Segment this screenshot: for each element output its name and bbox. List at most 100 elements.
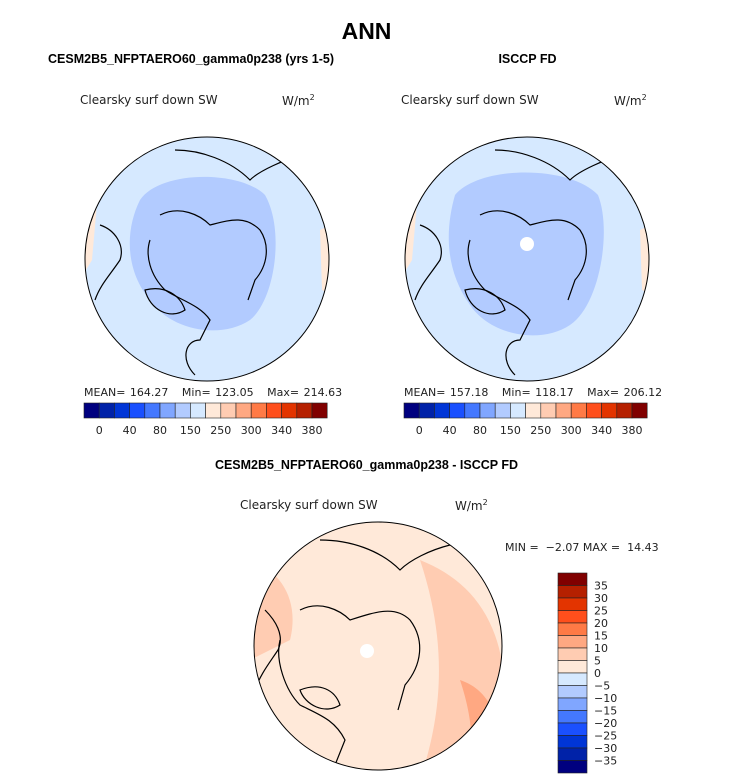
colorbar-tick-label: 0 [594,667,601,680]
colorbar-box [403,402,420,419]
colorbar-box [114,402,130,419]
colorbar-obs: 0 40 80 150 250 300 340 380 [403,402,648,437]
panel-1-title: CESM2B5_NFPTAERO60_gamma0p238 (yrs 1-5) [48,52,334,66]
colorbar-box [494,402,511,419]
colorbar-tick-label: 40 [443,424,457,437]
colorbar-box [418,402,435,419]
units-text: W/m [455,499,483,513]
colorbar-box [557,610,588,624]
colorbar-box [98,402,115,419]
colorbar-tick-label: −25 [594,730,617,743]
panel-2-title: ISCCP FD [498,52,557,66]
min-value: 118.17 [535,386,574,399]
colorbar-box [190,402,206,419]
colorbar-tick-label: 0 [416,424,423,437]
colorbar-tick-label: 80 [153,424,167,437]
map-border [84,136,330,382]
colorbar-box [557,760,588,774]
colorbar-box [557,622,588,636]
colorbar-tick-label: 380 [622,424,643,437]
diff-variable: Clearsky surf down SW [240,498,378,512]
colorbar-box [557,660,588,674]
colorbar-tick-label: −10 [594,692,617,705]
colorbar-box [586,402,602,419]
polar-map-model [85,137,329,381]
polar-map-obs [405,137,649,381]
colorbar-box [557,635,588,649]
colorbar-tick-label: 15 [594,630,608,643]
colorbar-tick-label: 340 [271,424,292,437]
colorbar-tick-label: 25 [594,605,608,618]
colorbar-box [235,402,252,419]
colorbar-box [557,747,588,761]
colorbar-tick-label: 5 [594,655,601,668]
panel-2-stats: MEAN= 157.18 Min= 118.17 Max= 206.12 [404,386,662,399]
min-value: 123.05 [215,386,254,399]
colorbar-box [266,402,282,419]
colorbar-box [557,735,588,749]
mean-label: MEAN= [404,386,446,399]
mean-value: 164.27 [129,386,169,399]
mean-label: MEAN= [84,386,126,399]
panel-1-stats: MEAN= 164.27 Min= 123.05 Max= 214.63 [84,386,342,399]
colorbar-box [557,722,588,736]
colorbar-tick-label: 380 [302,424,323,437]
colorbar-box [540,402,557,419]
colorbar-box [83,402,100,419]
colorbar-tick-label: 0 [96,424,103,437]
panel-1-units: W/m2 [282,93,315,108]
units-exp: 2 [482,498,488,507]
colorbar-box [129,402,146,419]
colorbar-box [510,402,526,419]
max-value: 206.12 [623,386,663,399]
colorbar-box [570,402,587,419]
map-field-low [129,176,276,331]
colorbar-box [311,402,328,419]
colorbar-tick-label: 40 [123,424,137,437]
colorbar-box [616,402,633,419]
map-field-warm-right [320,220,329,300]
colorbar-box [159,402,176,419]
colorbar-tick-label: 300 [561,424,582,437]
pole-hole [360,644,374,658]
units-exp: 2 [309,93,315,102]
units-text: W/m [282,94,310,108]
max-value: 214.63 [303,386,343,399]
map-border [253,521,503,771]
colorbar-tick-label: 35 [594,580,608,593]
colorbar-box [557,685,588,699]
colorbar-tick-label: 30 [594,592,608,605]
colorbar-box [434,402,450,419]
colorbar-box [557,697,588,711]
colorbar-tick-label: 250 [210,424,231,437]
pole-hole [520,237,534,251]
colorbar-tick-label: 250 [530,424,551,437]
colorbar-box [557,572,588,586]
max-label: Max= [587,386,620,399]
map-field-low [448,172,604,336]
colorbar-tick-label: 340 [591,424,612,437]
colorbar-box [174,402,191,419]
colorbar-box [557,597,588,611]
panel-2-units: W/m2 [614,93,647,108]
colorbar-tick-label: 80 [473,424,487,437]
mean-value: 157.18 [449,386,489,399]
colorbar-box [555,402,572,419]
colorbar-box [296,402,313,419]
colorbar-box [205,402,222,419]
colorbar-tick-label: −5 [594,680,610,693]
panel-1-variable: Clearsky surf down SW [80,93,218,107]
map-border [404,136,650,382]
colorbar-box [557,585,588,599]
colorbar-box [220,402,237,419]
colorbar-tick-label: 20 [594,617,608,630]
colorbar-tick-label: −15 [594,705,617,718]
diff-stats: MIN = −2.07 MAX = 14.43 [505,541,659,554]
colorbar-box [557,647,588,661]
colorbar-box [281,402,298,419]
colorbar-model: 0 40 80 150 250 300 340 380 [83,402,328,437]
min-label: Min= [181,386,211,399]
colorbar-box [464,402,481,419]
map-field-warm-right [640,220,649,300]
